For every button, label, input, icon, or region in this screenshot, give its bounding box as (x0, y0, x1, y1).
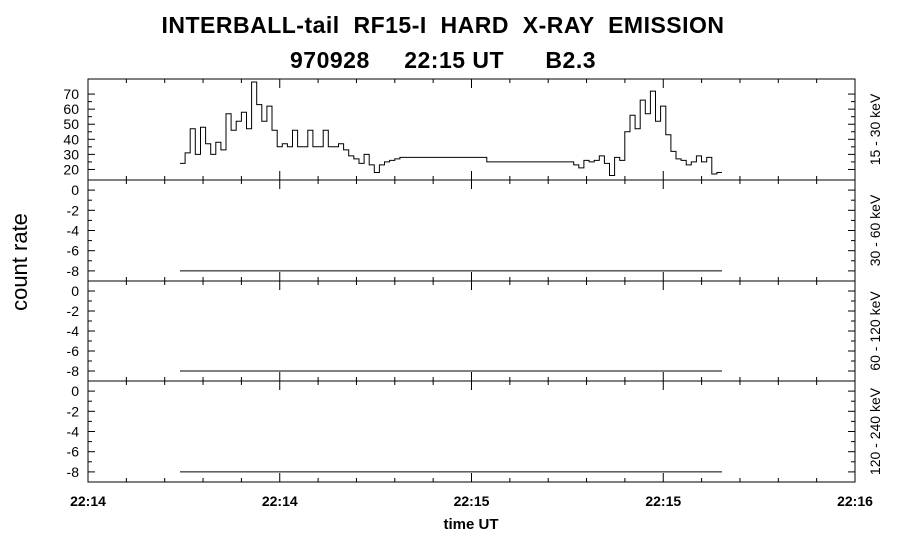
y-tick-label: 40 (63, 131, 79, 147)
y-tick-label: 20 (63, 161, 79, 177)
y-tick-label: -4 (67, 223, 80, 239)
x-tick-label: 22:16 (837, 493, 873, 509)
y-tick-label: -8 (67, 464, 80, 480)
panel-energy-label: 15 - 30 keV (867, 93, 883, 165)
y-tick-label: -4 (67, 424, 80, 440)
panel-frame (87, 280, 856, 382)
x-tick-label: 22:14 (262, 493, 298, 509)
panel-frame (87, 78, 856, 181)
y-tick-label: -8 (67, 263, 80, 279)
y-tick-label: -2 (67, 303, 80, 319)
y-tick-label: 0 (71, 383, 79, 399)
y-tick-label: -8 (67, 363, 80, 379)
series-line (180, 81, 722, 176)
chart-title: INTERBALL-tail RF15-I HARD X-RAY EMISSIO… (161, 12, 725, 38)
x-tick-label: 22:15 (645, 493, 681, 509)
y-tick-label: -2 (67, 202, 80, 218)
y-tick-label: 0 (71, 283, 79, 299)
x-tick-label: 22:15 (454, 493, 490, 509)
y-tick-label: 50 (63, 116, 79, 132)
y-tick-label: -4 (67, 323, 80, 339)
chart-subtitle: 970928 22:15 UT B2.3 (290, 47, 596, 73)
x-axis-label: time UT (443, 516, 498, 533)
y-tick-label: 70 (63, 86, 79, 102)
y-tick-label: 60 (63, 101, 79, 117)
y-tick-label: -6 (67, 243, 80, 259)
y-tick-label: -6 (67, 343, 80, 359)
panel-energy-label: 30 - 60 keV (867, 194, 883, 266)
y-tick-label: -6 (67, 444, 80, 460)
panel-energy-label: 60 - 120 keV (867, 291, 883, 371)
panel-frame (87, 380, 856, 483)
y-axis-label: count rate (7, 213, 32, 311)
y-tick-label: 0 (71, 182, 79, 198)
y-tick-label: 30 (63, 146, 79, 162)
panel-frame (87, 179, 856, 282)
y-tick-label: -2 (67, 403, 80, 419)
panel-energy-label: 120 - 240 keV (867, 387, 883, 475)
x-tick-label: 22:14 (70, 493, 106, 509)
